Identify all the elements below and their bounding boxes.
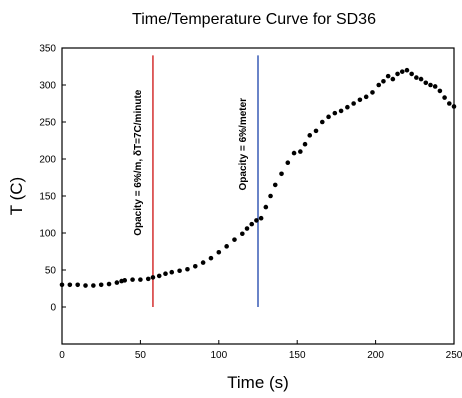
data-point [169, 269, 175, 275]
data-point [185, 266, 190, 272]
data-point [200, 260, 206, 265]
y-tick-label: 150 [39, 192, 56, 203]
data-point [446, 101, 452, 106]
data-point [376, 82, 382, 88]
data-point [370, 90, 375, 95]
data-point [114, 280, 120, 285]
vline-annotation: Opacity = 6%/meter [238, 98, 249, 191]
data-point [363, 94, 369, 100]
data-point [423, 80, 429, 86]
data-point [192, 264, 198, 269]
data-point [351, 101, 356, 106]
data-point [75, 282, 80, 288]
data-point [91, 283, 96, 288]
data-point [232, 237, 237, 242]
data-point [298, 149, 303, 154]
y-tick-label: 50 [45, 266, 57, 277]
data-point [224, 244, 229, 249]
y-tick-label: 300 [39, 81, 56, 92]
data-point [106, 281, 112, 287]
data-point [302, 141, 308, 147]
data-point [263, 204, 269, 210]
vertical-markers: Opacity = 6%/m, δT=7C/minute Opacity = 6%… [133, 55, 259, 307]
y-tick-label: 250 [39, 118, 56, 129]
data-point [249, 221, 255, 227]
data-point [399, 69, 405, 74]
data-point [240, 231, 245, 237]
data-point [244, 226, 250, 231]
data-point [272, 182, 278, 188]
data-point [326, 114, 331, 120]
data-point [381, 79, 386, 84]
data-point [145, 276, 151, 282]
data-point [208, 255, 214, 261]
data-point [138, 277, 143, 282]
data-point [279, 171, 284, 177]
data-point [404, 67, 410, 73]
data-point [409, 71, 414, 77]
y-tick-label: 350 [39, 44, 56, 55]
data-point [319, 119, 325, 125]
data-point [268, 193, 273, 199]
x-axis-label: Time (s) [227, 373, 289, 392]
data-point [338, 108, 344, 114]
data-point [432, 84, 438, 89]
data-point [122, 278, 128, 283]
y-tick-label: 100 [39, 229, 56, 240]
y-tick-label: 200 [39, 155, 56, 166]
x-axis: 0 50 100 150 200 250 [59, 340, 462, 361]
data-point [385, 73, 391, 79]
data-point [177, 268, 182, 274]
data-point [437, 88, 443, 94]
chart-title: Time/Temperature Curve for SD36 [132, 11, 376, 28]
data-point [163, 271, 168, 277]
data-point [414, 75, 419, 80]
data-point [216, 249, 222, 255]
x-tick-label: 200 [367, 350, 384, 361]
x-tick-label: 0 [59, 350, 65, 361]
data-point [285, 160, 291, 165]
data-point [451, 104, 457, 109]
x-tick-label: 100 [210, 350, 227, 361]
x-tick-label: 150 [289, 350, 306, 361]
x-tick-label: 250 [446, 350, 462, 361]
data-point [130, 277, 135, 282]
data-point [254, 218, 259, 223]
data-point [156, 273, 162, 279]
data-point [98, 282, 104, 288]
data-point [67, 282, 73, 288]
data-point [442, 95, 447, 100]
data-point [258, 215, 264, 221]
y-tick-label: 0 [50, 303, 56, 314]
y-axis: 0 50 100 150 200 250 300 350 [39, 44, 66, 314]
data-point [418, 76, 424, 82]
data-point [83, 283, 88, 288]
data-point [332, 110, 338, 116]
data-point [150, 275, 156, 280]
x-tick-label: 50 [135, 350, 147, 361]
data-point [307, 133, 313, 138]
vline-annotation: Opacity = 6%/m, δT=7C/minute [133, 89, 144, 236]
data-point [59, 282, 65, 288]
data-point [357, 97, 363, 103]
data-point [390, 76, 396, 82]
data-points [59, 67, 457, 288]
data-point [428, 82, 433, 88]
data-point [313, 128, 319, 134]
y-axis-label: T (C) [7, 177, 26, 215]
data-point [291, 150, 297, 156]
data-point [395, 71, 400, 77]
data-point [345, 104, 350, 110]
